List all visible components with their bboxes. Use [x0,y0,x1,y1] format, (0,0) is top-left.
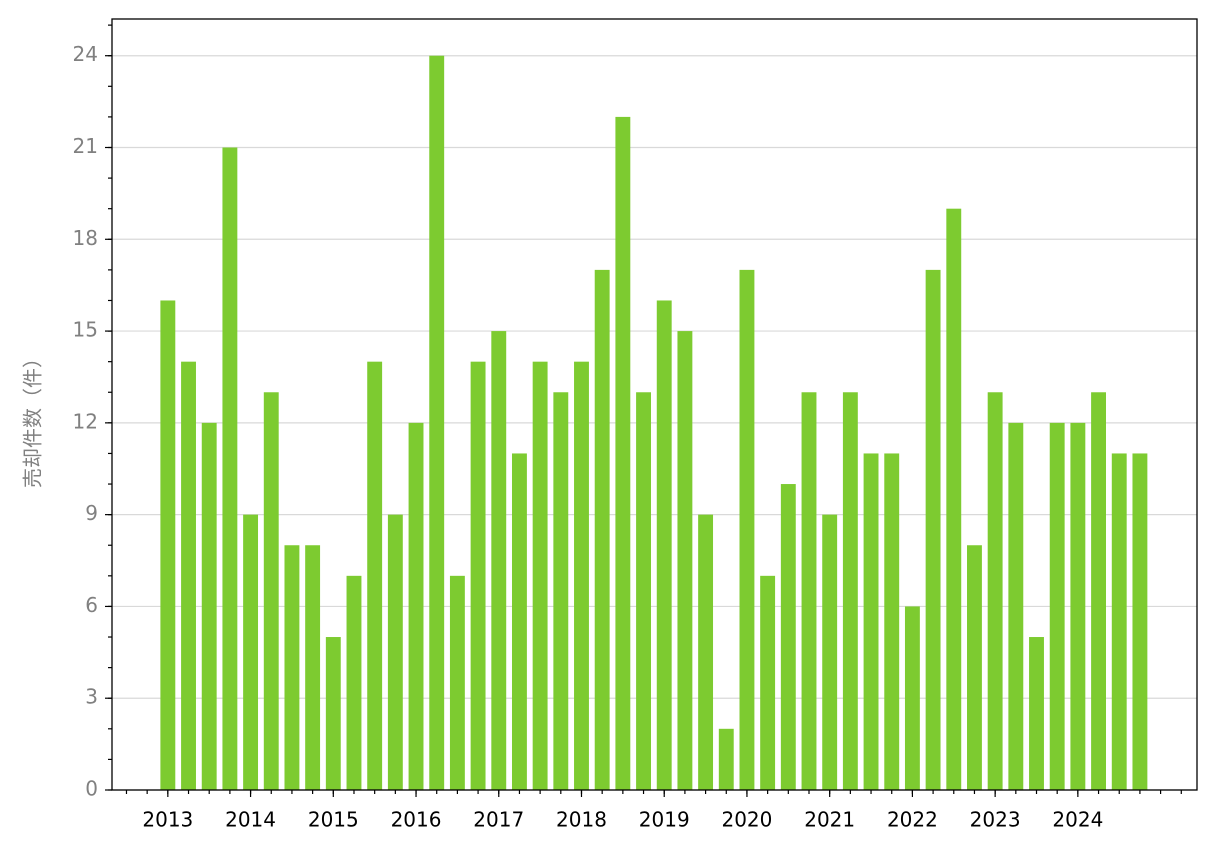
bar [842,392,858,790]
bar [739,269,755,790]
y-tick-label: 18 [73,226,98,250]
bar [574,361,589,790]
bar [1049,422,1065,790]
bar [429,55,445,790]
plot-frame [111,18,1198,791]
bar [181,361,196,790]
bar [470,361,486,790]
bar [594,269,610,790]
x-tick-label: 2019 [639,808,690,832]
bar [760,575,776,790]
bar [718,728,734,790]
bar [201,422,217,790]
bar [160,300,176,790]
y-tick-label: 12 [73,409,98,433]
bar [284,545,300,790]
bar [532,361,548,790]
x-tick-label: 2023 [970,808,1021,832]
bar [863,453,879,790]
x-tick-label: 2022 [887,808,938,832]
y-tick-label: 21 [73,134,98,158]
x-tick-label: 2014 [225,808,276,832]
bar [904,606,920,790]
y-tick-label: 24 [73,42,98,66]
y-axis-label: 売却件数（件） [21,348,45,488]
bar [305,545,321,790]
x-tick-label: 2015 [308,808,359,832]
y-tick-label: 3 [85,685,98,709]
bar [946,208,962,790]
bar [553,392,569,790]
x-tick-label: 2018 [556,808,607,832]
bar [491,331,507,790]
bar [1008,422,1024,790]
bar [1029,637,1044,790]
y-tick-label: 6 [85,593,98,617]
bar [511,453,527,790]
bar [243,514,259,790]
x-tick-label: 2024 [1052,808,1103,832]
bar [801,392,817,790]
x-tick-label: 2020 [721,808,772,832]
bar [1091,392,1106,790]
bar [346,575,362,790]
bar [677,331,693,790]
bar [636,392,651,790]
bar [780,484,796,790]
y-tick-label: 15 [73,318,98,342]
bar [967,545,982,790]
bar [656,300,672,790]
bar [325,637,341,790]
bar [1070,422,1086,790]
bar [408,422,424,790]
bar [449,575,465,790]
x-tick-label: 2017 [473,808,524,832]
bar [615,116,631,790]
bar [822,514,838,790]
bar [222,147,238,790]
x-tick-label: 2021 [804,808,855,832]
bar [387,514,403,790]
x-tick-label: 2016 [391,808,442,832]
bar [884,453,900,790]
y-tick-label: 9 [85,501,98,525]
y-tick-label: 0 [85,777,98,801]
x-tick-label: 2013 [142,808,193,832]
bar [367,361,383,790]
bar [698,514,714,790]
bar [1132,453,1148,790]
bar [1111,453,1127,790]
bar [987,392,1003,790]
bar [263,392,279,790]
bar [925,269,941,790]
